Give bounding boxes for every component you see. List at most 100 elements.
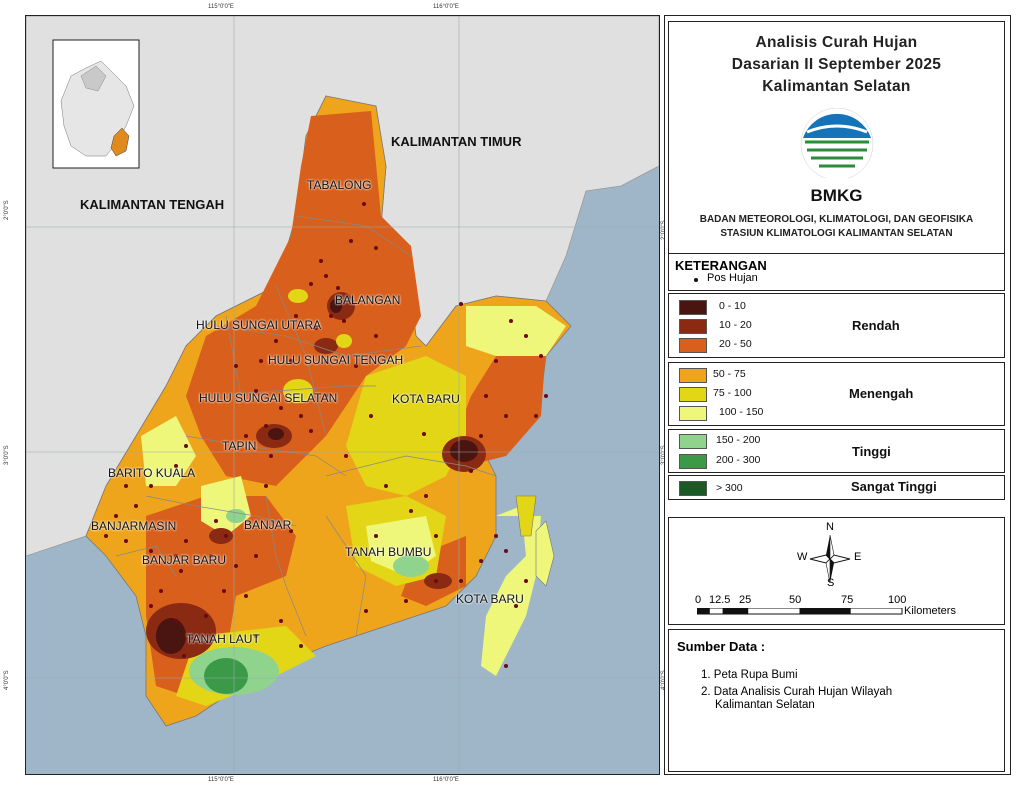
scale-tick-75: 75 xyxy=(841,594,854,606)
compass-e: E xyxy=(854,551,862,563)
rain-stations xyxy=(104,202,548,668)
station-dot-icon xyxy=(694,278,698,282)
source-box: Sumber Data : 1. Peta Rupa Bumi 2. Data … xyxy=(668,629,1005,772)
zone-75-100-east xyxy=(466,306,566,356)
agency-line1: BADAN METEOROLOGI, KLIMATOLOGI, DAN GEOF… xyxy=(699,214,974,225)
compass-s: S xyxy=(827,577,835,589)
label-kota-baru-north: KOTA BARU xyxy=(392,392,460,406)
legend-panel: Analisis Curah Hujan Dasarian II Septemb… xyxy=(664,15,1011,775)
regency-boundaries xyxy=(115,215,497,637)
legend-heading: KETERANGAN xyxy=(675,258,767,273)
swatch-10-20 xyxy=(679,319,707,334)
category-sangat-tinggi: Sangat Tinggi xyxy=(851,479,937,494)
zone-10-20-banjar xyxy=(209,528,233,544)
source-item-2-line2: Kalimantan Selatan xyxy=(715,699,815,711)
label-banjarmasin: BANJARMASIN xyxy=(91,519,177,533)
locator-inset xyxy=(52,39,140,169)
zone-150-200-banjar xyxy=(226,509,246,523)
label-banjar: BANJAR xyxy=(244,518,292,532)
scale-tick-100: 100 xyxy=(888,594,907,606)
label-hulu-sungai-selatan: HULU SUNGAI SELATAN xyxy=(199,391,338,405)
swatch-50-75 xyxy=(679,368,707,383)
coord-top-1: 115°0'0"E xyxy=(208,4,234,10)
coord-bottom-1: 115°0'0"E xyxy=(208,777,234,783)
label-hulu-sungai-utara: HULU SUNGAI UTARA xyxy=(196,318,322,332)
category-menengah: Menengah xyxy=(849,386,914,401)
zone-20-50-east xyxy=(456,346,546,466)
swatch-20-50 xyxy=(679,338,707,353)
legend-group-tinggi: 150 - 200 200 - 300 Tinggi xyxy=(668,429,1005,473)
category-tinggi: Tinggi xyxy=(852,444,891,459)
label-tabalong: TABALONG xyxy=(307,178,372,192)
label-banjar-baru: BANJAR BARU xyxy=(142,553,227,567)
station-label: Pos Hujan xyxy=(707,272,758,284)
coord-left-1: 2°0'0"S xyxy=(4,200,10,220)
label-kalimantan-timur: KALIMANTAN TIMUR xyxy=(391,134,522,149)
swatch-0-10 xyxy=(679,300,707,315)
range-150-200: 150 - 200 xyxy=(716,434,761,446)
source-item-1: 1. Peta Rupa Bumi xyxy=(701,669,798,681)
zone-yellow-hsu xyxy=(288,289,308,303)
range-0-10: 0 - 10 xyxy=(719,300,746,312)
zone-0-10-kotabaru xyxy=(450,440,478,462)
scale-tick-25: 25 xyxy=(739,594,752,606)
legend-group-sangat-tinggi: > 300 Sangat Tinggi xyxy=(668,475,1005,500)
zone-150-200-tb xyxy=(393,555,429,577)
coord-left-2: 3°0'0"S xyxy=(4,445,10,465)
map-title-line1: Analisis Curah Hujan xyxy=(755,34,918,51)
label-tapin: TAPIN xyxy=(222,439,257,453)
title-box: Analisis Curah Hujan Dasarian II Septemb… xyxy=(668,21,1005,259)
source-item-2-line1: 2. Data Analisis Curah Hujan Wilayah xyxy=(701,686,893,698)
range-75-100: 75 - 100 xyxy=(713,387,752,399)
zone-0-10-tapin xyxy=(268,428,284,440)
swatch-200-300 xyxy=(679,454,707,469)
swatch-100-150 xyxy=(679,406,707,421)
range-10-20: 10 - 20 xyxy=(719,319,752,331)
compass-n: N xyxy=(826,521,834,533)
label-kalimantan-tengah: KALIMANTAN TENGAH xyxy=(80,197,225,212)
coord-bottom-2: 116°0'0"E xyxy=(433,777,459,783)
zone-yellow-hst xyxy=(336,334,352,348)
range-200-300: 200 - 300 xyxy=(716,454,761,466)
zone-yellow-hss xyxy=(283,379,313,403)
label-tanah-bumbu: TANAH BUMBU xyxy=(345,545,432,559)
bmkg-logo-text: BMKG xyxy=(810,186,863,205)
zone-0-10-balangan xyxy=(330,299,342,313)
category-rendah: Rendah xyxy=(852,318,900,333)
scale-tick-0: 0 xyxy=(695,594,702,606)
swatch-75-100 xyxy=(679,387,707,402)
island-laut xyxy=(515,495,537,537)
zone-200-300-laut xyxy=(204,658,248,694)
map-title-line3: Kalimantan Selatan xyxy=(762,78,911,95)
coord-top-2: 116°0'0"E xyxy=(433,4,459,10)
scale-tick-50: 50 xyxy=(789,594,802,606)
compass-scale-box: N S W E 0 12.5 25 50 75 100 Kilometers xyxy=(668,517,1005,625)
range-100-150: 100 - 150 xyxy=(719,406,764,418)
legend-group-rendah: 0 - 10 10 - 20 20 - 50 Rendah xyxy=(668,293,1005,358)
island-sebuku xyxy=(535,520,555,587)
coord-left-3: 4°0'0"S xyxy=(4,670,10,690)
zone-10-20-hst xyxy=(314,338,338,354)
swatch-300-plus xyxy=(679,481,707,496)
scale-bar xyxy=(697,608,903,615)
bmkg-logo-icon xyxy=(800,108,874,178)
north-arrow-icon xyxy=(809,534,851,584)
scale-tick-12-5: 12.5 xyxy=(709,594,731,606)
source-heading: Sumber Data : xyxy=(677,639,766,654)
label-balangan: BALANGAN xyxy=(335,293,401,307)
scale-unit: Kilometers xyxy=(904,605,956,617)
label-kota-baru-south: KOTA BARU xyxy=(456,592,524,606)
graticule xyxy=(26,16,659,774)
legend-heading-box: KETERANGAN Pos Hujan xyxy=(668,253,1005,291)
label-hulu-sungai-tengah: HULU SUNGAI TENGAH xyxy=(268,353,404,367)
range-300-plus: > 300 xyxy=(716,482,743,494)
map-frame[interactable]: 115°0'0"E KALIMANTAN TENGAH KALIMANTAN T… xyxy=(25,15,660,775)
range-20-50: 20 - 50 xyxy=(719,338,752,350)
map-title-line2: Dasarian II September 2025 xyxy=(731,56,942,73)
zone-75-100-kotabaru-island xyxy=(481,506,541,676)
range-50-75: 50 - 75 xyxy=(713,368,746,380)
rainfall-map[interactable] xyxy=(26,16,659,774)
label-tanah-laut: TANAH LAUT xyxy=(186,632,260,646)
zone-0-10-laut xyxy=(156,618,186,654)
zone-100-150-west xyxy=(141,416,196,486)
